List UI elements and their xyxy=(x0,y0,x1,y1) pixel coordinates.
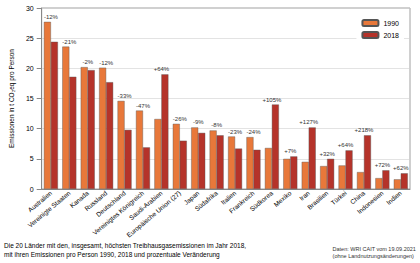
svg-text:(ohne Landnutzungsänderungen): (ohne Landnutzungsänderungen) xyxy=(333,253,415,259)
svg-text:-12%: -12% xyxy=(99,60,114,66)
svg-text:Russland: Russland xyxy=(83,189,109,213)
svg-text:0: 0 xyxy=(30,186,34,193)
svg-text:+218%: +218% xyxy=(355,127,375,133)
svg-text:+62%: +62% xyxy=(393,165,409,171)
svg-text:-2%: -2% xyxy=(82,59,93,65)
svg-text:+105%: +105% xyxy=(262,97,282,103)
svg-text:-21%: -21% xyxy=(62,39,77,45)
svg-text:Saudi-Arabien: Saudi-Arabien xyxy=(127,189,164,222)
svg-text:mit ihren Emissionen pro Perso: mit ihren Emissionen pro Person 1990, 20… xyxy=(4,251,220,259)
svg-text:Südkorea: Südkorea xyxy=(248,189,274,212)
svg-text:Italien: Italien xyxy=(219,189,238,206)
svg-text:Indonesien: Indonesien xyxy=(356,189,385,215)
svg-text:15: 15 xyxy=(26,95,34,102)
svg-text:Die 20 Länder mit den, insgesa: Die 20 Länder mit den, insgesamt, höchst… xyxy=(4,242,246,250)
svg-text:-47%: -47% xyxy=(136,103,151,109)
svg-text:China: China xyxy=(348,189,367,206)
svg-text:-8%: -8% xyxy=(211,122,222,128)
svg-text:-26%: -26% xyxy=(173,116,188,122)
svg-text:-12%: -12% xyxy=(44,14,59,20)
svg-text:Europäische Union (27): Europäische Union (27) xyxy=(125,189,182,239)
svg-text:+64%: +64% xyxy=(154,66,170,72)
svg-text:-23%: -23% xyxy=(228,129,243,135)
svg-text:5: 5 xyxy=(30,155,34,162)
svg-text:1990: 1990 xyxy=(383,20,399,27)
svg-text:Mexiko: Mexiko xyxy=(272,189,293,208)
svg-text:-33%: -33% xyxy=(118,93,133,99)
svg-text:Emissionen in t CO₂eq pro Pers: Emissionen in t CO₂eq pro Person xyxy=(8,49,16,148)
svg-text:Iran: Iran xyxy=(298,189,311,202)
svg-text:+64%: +64% xyxy=(338,142,354,148)
svg-text:30: 30 xyxy=(26,5,34,12)
svg-text:+72%: +72% xyxy=(375,162,391,168)
svg-text:20: 20 xyxy=(26,65,34,72)
svg-text:-24%: -24% xyxy=(246,129,261,135)
svg-text:Türkei: Türkei xyxy=(329,189,347,206)
svg-text:+127%: +127% xyxy=(299,119,319,125)
svg-text:Brasilien: Brasilien xyxy=(306,189,330,211)
svg-text:Indien: Indien xyxy=(385,189,403,206)
svg-text:Australien: Australien xyxy=(26,189,54,214)
svg-text:25: 25 xyxy=(26,35,34,42)
svg-text:Vereinigtes Königreich: Vereinigtes Königreich xyxy=(91,189,146,237)
svg-text:Deutschland: Deutschland xyxy=(94,189,127,218)
svg-text:Südafrika: Südafrika xyxy=(193,189,219,212)
svg-text:Kanada: Kanada xyxy=(68,189,90,210)
svg-text:-9%: -9% xyxy=(193,119,204,125)
svg-text:+7%: +7% xyxy=(284,148,297,154)
svg-text:Frankreich: Frankreich xyxy=(227,189,256,215)
svg-text:2018: 2018 xyxy=(383,32,399,39)
svg-text:Daten: WRI CAIT vom 19.09.2021: Daten: WRI CAIT vom 19.09.2021 xyxy=(333,246,416,252)
svg-text:10: 10 xyxy=(26,125,34,132)
svg-text:+32%: +32% xyxy=(319,151,335,157)
svg-text:Japan: Japan xyxy=(182,189,201,207)
svg-text:Vereinigte Staaten: Vereinigte Staaten xyxy=(26,189,72,230)
